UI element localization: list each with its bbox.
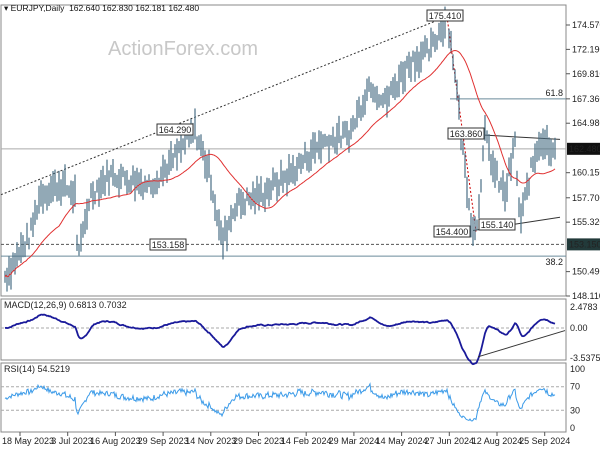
rsi-y-label: 30 xyxy=(570,405,580,415)
y-tick-label: 169.810 xyxy=(572,69,600,79)
rsi-y-label: 100 xyxy=(570,364,585,374)
rsi-title: RSI(14) 54.5219 xyxy=(4,364,70,374)
symbol: EURJPY,Daily xyxy=(10,3,65,13)
price-annotation: 164.290 xyxy=(159,125,192,135)
macd-line xyxy=(4,313,556,366)
price-annotation: 155.140 xyxy=(481,220,514,230)
y-tick-label: 148.110 xyxy=(572,291,600,301)
macd-trendline xyxy=(477,330,566,358)
watermark: ActionForex.com xyxy=(108,38,259,60)
ohlc-values: 162.640 162.830 162.181 162.480 xyxy=(69,3,200,13)
y-tick-label: 167.360 xyxy=(572,94,600,104)
price-annotation: 154.400 xyxy=(436,227,469,237)
chart-title: ▾ EURJPY,Daily 162.640 162.830 162.181 1… xyxy=(4,3,200,13)
y-tick-label: 174.570 xyxy=(572,20,600,30)
macd-y-label: -3.5375 xyxy=(570,353,600,363)
panel-frame-0 xyxy=(0,4,567,297)
macd-y-label: 0.00 xyxy=(570,323,588,333)
price-annotation-box xyxy=(156,123,194,136)
x-tick-label: 14 Nov 2023 xyxy=(185,436,236,446)
price-annotation: 175.410 xyxy=(429,11,462,21)
y-tick-label: 155.320 xyxy=(572,217,600,227)
x-tick-label: 16 Aug 2023 xyxy=(90,436,141,446)
y-tick-label: 164.980 xyxy=(572,118,600,128)
fib-trendline xyxy=(446,16,477,232)
y-tick-label: 150.490 xyxy=(572,267,600,277)
y-tick-label: 157.700 xyxy=(572,193,600,203)
y-tick-label: 160.150 xyxy=(572,168,600,178)
price-annotation-box xyxy=(433,225,471,238)
x-tick-label: 18 May 2023 xyxy=(2,436,54,446)
x-tick-label: 3 Jul 2023 xyxy=(51,436,93,446)
x-tick-label: 25 Sep 2024 xyxy=(519,436,570,446)
rsi-y-label: 0 xyxy=(570,423,575,433)
x-tick-label: 14 May 2024 xyxy=(376,436,428,446)
x-tick-label: 12 Aug 2024 xyxy=(472,436,523,446)
price-annotation-box xyxy=(478,218,516,231)
x-tick-label: 29 Mar 2024 xyxy=(329,436,380,446)
rsi-line xyxy=(4,382,556,422)
fib-label: 38.2 xyxy=(545,257,563,267)
y-tick-label: 172.190 xyxy=(572,44,600,54)
price-annotation-box xyxy=(447,127,485,140)
x-tick-label: 27 Jun 2024 xyxy=(425,436,475,446)
fib-label: 61.8 xyxy=(545,88,563,98)
panel-frame-1 xyxy=(0,298,567,361)
price-annotation: 163.860 xyxy=(450,129,483,139)
price-annotation-box xyxy=(426,9,464,22)
rsi-y-label: 70 xyxy=(570,382,580,392)
price-tag: 153.150 xyxy=(569,239,600,249)
price-tag-bg xyxy=(567,238,600,251)
dotted-trendline xyxy=(0,16,448,196)
x-tick-label: 14 Feb 2024 xyxy=(281,436,332,446)
panel-frame-2 xyxy=(0,362,567,433)
macd-title: MACD(12,26,9) 0.6813 0.7032 xyxy=(4,300,127,310)
price-annotation-box xyxy=(149,238,187,251)
x-tick-label: 29 Dec 2023 xyxy=(233,436,284,446)
x-tick-label: 29 Sep 2023 xyxy=(138,436,189,446)
price-tag-bg xyxy=(567,142,600,155)
macd-y-label: 2.4783 xyxy=(570,302,598,312)
moving-average-line xyxy=(4,49,556,278)
price-tag: 162.480 xyxy=(569,144,600,154)
price-annotation: 153.158 xyxy=(152,240,185,250)
